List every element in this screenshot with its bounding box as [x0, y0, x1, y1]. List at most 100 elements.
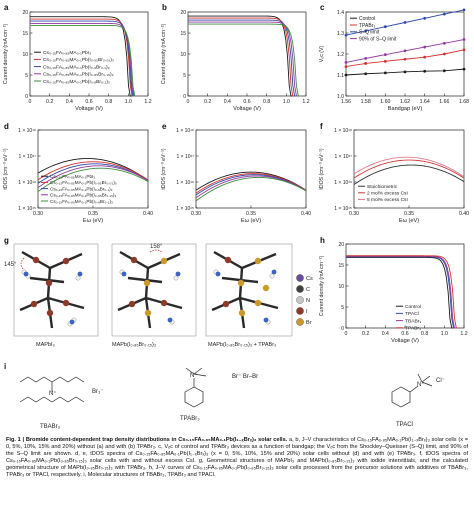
legend-label: Cs₀.₁₅FA₀.₈₅MA₀.₁Pb(I₀.₈₅Br₀.₁₅)₃ [50, 193, 116, 198]
panel-h-x-tick-label: 0.2 [362, 331, 369, 337]
atom-legend-swatch [296, 274, 304, 282]
structure-mapbi3: 145° MAPbI₃ [4, 243, 99, 348]
panel-label-b: b [162, 3, 167, 12]
panel-h-y-tick-label: 20 [338, 242, 344, 248]
voc-marker [423, 55, 427, 59]
tpabr3-nitrogen-label: N⁺ [190, 372, 198, 379]
panel-e-x-tick-label: 0.30 [191, 211, 201, 217]
legend-label: Cs₀.₁₅FA₀.₈₅MA₀.₁Pb(I₀.₈₅Br₀.₁₅)₃ [43, 72, 114, 78]
panel-b-y-axis-label: Current density (mA cm⁻²) [161, 24, 167, 85]
voc-marker [423, 45, 427, 49]
voc-marker [442, 69, 446, 73]
molecule-tpacl [391, 373, 433, 408]
panel-e-y-axis-label: tDOS (cm⁻³ eV⁻¹) [161, 148, 167, 189]
chart-panel-d: 0.30 0.35 0.40 1 × 10¹⁵ 1 × 10¹⁶ 1 × 10¹⁷ 1 × … [3, 128, 153, 224]
panel-f-y-tick-label: 1 × 10¹⁵ [334, 206, 352, 212]
structure-caption-1: MAPbI₃ [36, 342, 55, 348]
legend-label: Cs₀.₁₅FA₀.₈₅MA₀.₁PbI₃ [50, 174, 95, 179]
tdos-curve [195, 176, 307, 202]
panel-h-x-tick-label: 1.2 [460, 331, 467, 337]
panel-b-y-tick-label: 15 [180, 31, 186, 37]
tbabr3-anion: Br₃⁻ [92, 389, 104, 395]
panel-a-y-tick-label: 5 [25, 73, 28, 79]
voc-marker [364, 29, 368, 33]
panel-d-y-tick-label: 1 × 10¹⁸ [18, 128, 36, 134]
jv-curve [188, 23, 301, 97]
tdos-curve [195, 171, 307, 191]
chart-panel-a: 0 0.2 0.4 0.6 0.8 1.0 1.2 0 5 10 15 20 Voltage (V) Cu… [3, 10, 152, 112]
legend-label: 5 mol% excess CsI [367, 197, 408, 203]
angle-label-2: 158° [150, 244, 163, 250]
voc-marker [423, 16, 427, 20]
molecule-tbabr3 [19, 376, 85, 403]
panel-label-e: e [162, 122, 167, 131]
panel-h-x-tick-label: 0.4 [382, 331, 389, 337]
atom-legend-label: C [306, 287, 310, 293]
panel-b-x-tick-label: 0.6 [243, 99, 250, 105]
jv-curve [346, 256, 456, 329]
voc-marker [383, 53, 387, 57]
panel-b-x-tick-label: 0.4 [224, 99, 231, 105]
panel-label-i: i [4, 362, 7, 371]
panel-f-x-tick-label: 0.40 [459, 211, 469, 217]
voc-marker [403, 70, 407, 74]
chart-panel-e: 0.30 0.35 0.40 1 × 10¹⁵ 1 × 10¹⁶ 1 × 10¹⁷ 1 × … [161, 128, 311, 224]
chart-panel-h: 0 0.2 0.4 0.6 0.8 1.0 1.2 0 5 10 15 20 Voltage (V) Cu… [319, 242, 468, 344]
voc-marker [462, 48, 466, 52]
jv-curve [346, 256, 454, 329]
panel-e-x-axis-label: Eω (eV) [241, 218, 261, 224]
legend-label: Cs₀.₁₅FA₀.₈₅MA₀.₁Pb(I₀.₈Br₀.₂)₃ [43, 79, 110, 85]
chart-panel-c: 1.56 1.58 1.60 1.62 1.64 1.66 1.68 1.0 1.1 1.2 1.3… [319, 8, 469, 112]
tdos-curve [195, 175, 307, 199]
legend-label: Control [359, 16, 375, 22]
jv-curve [30, 18, 134, 97]
atom-legend-label: Cs [306, 276, 313, 282]
jv-curve [30, 20, 135, 97]
panel-a-x-tick-label: 1.0 [125, 99, 132, 105]
panel-h-x-tick-label: 0.6 [401, 331, 408, 337]
voc-marker [442, 41, 446, 45]
panel-d-x-tick-label: 0.40 [143, 211, 153, 217]
panel-label-c: c [320, 3, 325, 12]
voc-marker [383, 59, 387, 63]
legend-label: TBABr₃ [405, 318, 421, 324]
panel-e-x-tick-label: 0.40 [301, 211, 311, 217]
voc-marker [383, 25, 387, 29]
panel-a-y-tick-label: 0 [25, 94, 28, 100]
panel-c-x-tick-label: 1.56 [341, 99, 351, 105]
panel-f-y-tick-label: 1 × 10¹⁷ [334, 154, 352, 160]
panel-b-frame [187, 11, 307, 97]
atom-legend: Cs CNI Br [296, 274, 313, 326]
panel-b-y-tick-label: 10 [180, 52, 186, 58]
panel-c-x-tick-label: 1.68 [459, 99, 469, 105]
panel-b-x-tick-label: 0.8 [263, 99, 270, 105]
panel-c-x-tick-label: 1.62 [400, 99, 410, 105]
legend-label: Cs₀.₁₅FA₀.₈₅MA₀.₁Pb(I₀.₉₅Br₀.₀₅)₃ [43, 57, 114, 63]
panel-a-y-tick-label: 20 [22, 10, 28, 16]
panel-c-y-tick-label: 1.1 [337, 73, 344, 79]
molecule-tpabr3 [184, 367, 207, 408]
structure-mapbi-br: 158° MAPb(I₀.₈₅Br₀.₁₅)₃ [111, 243, 197, 348]
jv-curve [188, 19, 297, 97]
panel-e-y-tick-label: 1 × 10¹⁵ [176, 206, 194, 212]
structure-caption-2: MAPb(I₀.₈₅Br₀.₁₅)₃ [112, 342, 156, 348]
voc-marker [344, 73, 348, 77]
panel-a-x-tick-label: 0.8 [105, 99, 112, 105]
legend-label: Cs₀.₁₅FA₀.₈₅MA₀.₁Pb(I₀.₉₅Br₀.₀₅)₃ [50, 180, 117, 185]
tdos-curve [37, 165, 149, 189]
atom-legend-swatch [296, 318, 304, 326]
panel-b-x-tick-label: 1.2 [302, 99, 309, 105]
structure-caption-3: MAPb(I₀.₈₅Br₀.₁₅)₃ + TPABr₃ [208, 342, 276, 348]
tpacl-nitrogen-label: N⁺ [417, 381, 425, 388]
voc-marker [442, 52, 446, 56]
panel-b-y-tick-label: 0 [183, 94, 186, 100]
jv-curve [188, 21, 299, 97]
tdos-curve [37, 167, 149, 193]
legend-label: Cs₀.₁₅FA₀.₈₅MA₀.₁Pb(I₀.₉Br₀.₁)₃ [50, 186, 113, 191]
tpacl-anion: Cl⁻ [436, 378, 445, 384]
panel-b-y-tick-label: 20 [180, 10, 186, 16]
legend-label: TPABr₃ [359, 23, 375, 29]
panel-b-x-tick-label: 0.2 [204, 99, 211, 105]
panel-h-x-axis-label: Voltage (V) [391, 338, 419, 344]
tdos-curve [353, 156, 465, 178]
